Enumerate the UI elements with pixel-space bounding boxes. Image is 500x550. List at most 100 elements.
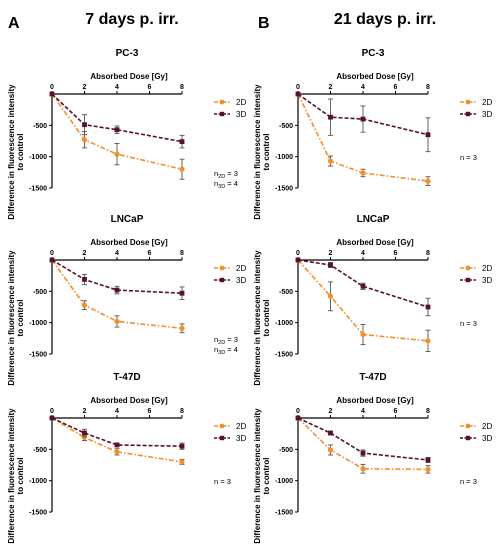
y-axis-label-line: Difference in fluorescence intensity <box>253 250 262 386</box>
legend-label-3D: 3D <box>236 276 246 285</box>
legend-marker-2D <box>219 99 225 105</box>
series-line-3D <box>297 93 429 136</box>
x-tick-label: 2 <box>83 408 87 415</box>
point-3D <box>295 257 301 263</box>
legend-label-2D: 2D <box>236 422 246 431</box>
chart-title: LNCaP <box>111 214 144 225</box>
x-tick-label: 2 <box>83 250 87 257</box>
series-line-2D <box>51 259 183 330</box>
legend-marker-3D <box>219 111 225 117</box>
note-subscript: 3D <box>218 184 225 190</box>
point-3D <box>114 442 120 448</box>
x-tick-label: 4 <box>115 408 119 415</box>
series-line-2D <box>297 93 429 182</box>
x-axis-label: Absorbed Dose [Gy] <box>336 396 414 405</box>
panel-title-b: 21 days p. irr. <box>334 11 436 28</box>
y-tick-label: -1500 <box>29 510 47 517</box>
y-tick-label: -1500 <box>275 186 293 193</box>
y-axis-label-line: to control <box>16 300 25 337</box>
x-tick-label: 2 <box>329 408 333 415</box>
point-2D <box>114 151 120 157</box>
point-2D <box>360 466 366 472</box>
legend-marker-3D <box>219 277 225 283</box>
chart-b3: T-47D Absorbed Dose [Gy] Difference in flu… <box>253 372 492 544</box>
y-axis-label-line: to control <box>16 458 25 495</box>
point-3D <box>82 430 87 436</box>
y-tick-label: -1000 <box>275 478 293 485</box>
point-3D <box>425 457 431 463</box>
x-tick-label: 0 <box>296 250 300 257</box>
point-3D <box>328 430 333 436</box>
chart-title: T-47D <box>359 372 386 383</box>
legend-label-3D: 3D <box>482 434 492 443</box>
y-axis-label: Difference in fluorescence intensityto c… <box>7 408 25 544</box>
point-3D <box>179 290 185 296</box>
point-3D <box>82 122 87 128</box>
chart-b1: PC-3 Absorbed Dose [Gy] Difference in fluo… <box>253 48 492 220</box>
x-axis-label: Absorbed Dose [Gy] <box>336 72 414 81</box>
x-axis-label: Absorbed Dose [Gy] <box>336 238 414 247</box>
legend-marker-2D <box>465 99 471 105</box>
x-tick-label: 2 <box>83 84 87 91</box>
y-tick-label: -1000 <box>275 154 293 161</box>
y-tick-label: -1000 <box>29 154 47 161</box>
y-axis-label: Difference in fluorescence intensityto c… <box>7 84 25 220</box>
series-line-3D <box>51 93 183 143</box>
point-3D <box>49 257 55 263</box>
sample-size-note: n3D = 4 <box>214 345 238 356</box>
x-tick-label: 0 <box>50 250 54 257</box>
chart-a2: LNCaP Absorbed Dose [Gy] Difference in flu… <box>7 214 246 386</box>
y-axis-label-line: to control <box>262 458 271 495</box>
legend-label-2D: 2D <box>236 98 246 107</box>
y-axis-label-line: Difference in fluorescence intensity <box>253 408 262 544</box>
series-line-2D <box>51 93 183 170</box>
y-tick-label: -500 <box>279 289 293 296</box>
chart-title: LNCaP <box>357 214 390 225</box>
y-tick-label: -1000 <box>29 320 47 327</box>
x-tick-label: 8 <box>426 84 430 91</box>
legend-marker-2D <box>465 265 471 271</box>
point-2D <box>360 331 366 338</box>
charts-group: PC-3 Absorbed Dose [Gy] Difference in fluo… <box>7 48 492 544</box>
point-3D <box>179 443 185 449</box>
note-n: n <box>214 169 218 178</box>
note-n: n <box>214 179 218 188</box>
legend-marker-3D <box>465 435 471 441</box>
x-tick-label: 6 <box>394 250 398 257</box>
point-3D <box>295 91 301 97</box>
x-tick-label: 8 <box>180 408 184 415</box>
chart-a1: PC-3 Absorbed Dose [Gy] Difference in fluo… <box>7 48 246 220</box>
legend-label-3D: 3D <box>236 110 246 119</box>
point-3D <box>328 114 333 120</box>
y-tick-label: -500 <box>33 289 47 296</box>
legend-label-3D: 3D <box>482 110 492 119</box>
series-line-2D <box>297 417 429 471</box>
x-tick-label: 6 <box>394 84 398 91</box>
x-tick-label: 2 <box>329 250 333 257</box>
point-2D <box>179 325 185 331</box>
point-2D <box>425 338 431 344</box>
note-n: n <box>214 345 218 354</box>
x-tick-label: 0 <box>50 84 54 91</box>
x-tick-label: 4 <box>361 250 365 257</box>
x-tick-label: 8 <box>426 408 430 415</box>
x-tick-label: 0 <box>50 408 54 415</box>
x-tick-label: 0 <box>296 84 300 91</box>
x-tick-label: 2 <box>329 84 333 91</box>
x-tick-label: 4 <box>115 250 119 257</box>
point-2D <box>81 434 88 441</box>
point-3D <box>114 287 120 293</box>
note-subscript: 2D <box>218 174 225 180</box>
y-axis-label-line: to control <box>262 134 271 171</box>
point-2D <box>179 459 185 465</box>
point-2D <box>81 137 88 143</box>
y-axis-label-line: to control <box>262 300 271 337</box>
note-value: = 3 <box>225 169 238 178</box>
note-value: = 4 <box>225 345 238 354</box>
y-axis-label: Difference in fluorescence intensityto c… <box>7 250 25 386</box>
x-tick-label: 6 <box>148 84 152 91</box>
legend-marker-3D <box>465 277 471 283</box>
y-tick-label: -500 <box>33 447 47 454</box>
note-value: = 3 <box>225 335 238 344</box>
x-axis-label: Absorbed Dose [Gy] <box>90 238 168 247</box>
